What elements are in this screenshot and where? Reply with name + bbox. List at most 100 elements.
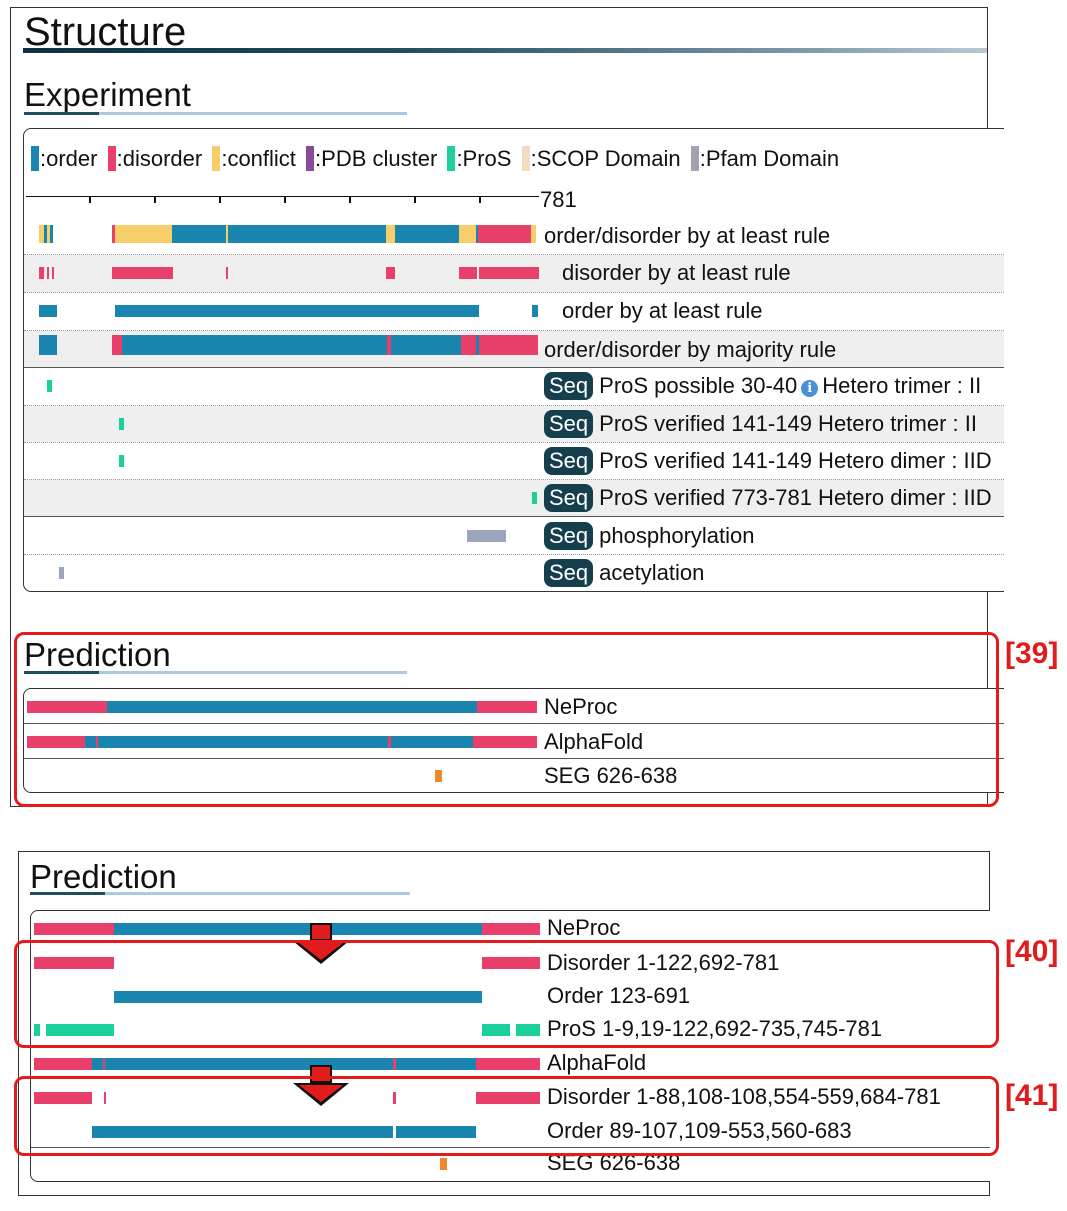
order-segment (391, 335, 461, 355)
seq-button[interactable]: Seq (544, 447, 594, 475)
track-row: ProS 1-9,19-122,692-735,745-781 (31, 1012, 990, 1045)
track-label: Seq ProS verified 773-781 Hetero dimer : … (544, 484, 992, 512)
legend-pros: :ProS (447, 146, 515, 171)
track-row: disorder by at least rule (24, 255, 1004, 292)
conflict-segment (459, 225, 476, 243)
disorder-segment (112, 267, 173, 279)
axis-tick (154, 196, 156, 203)
track-label: Disorder 1-88,108-108,554-559,684-781 (547, 1084, 941, 1109)
track-label: Disorder 1-122,692-781 (547, 950, 780, 975)
order-segment (122, 335, 387, 355)
prediction-heading: Prediction (30, 858, 177, 895)
disorder-segment (27, 736, 85, 748)
order-segment (395, 225, 459, 243)
pros-segment (482, 1024, 510, 1036)
legend-scop-domain: :SCOP Domain (521, 146, 685, 171)
heading-underline (99, 671, 407, 674)
disorder-segment (112, 225, 115, 243)
track-row: order by at least rule (24, 293, 1004, 330)
heading-underline (30, 892, 105, 895)
disorder-segment (393, 1058, 396, 1070)
legend-order: :order (31, 146, 101, 171)
heading-underline (105, 892, 410, 895)
disorder-segment (96, 736, 98, 748)
pros-segment (119, 455, 124, 467)
track-row: Order 123-691 (31, 979, 990, 1012)
disorder-segment (34, 1058, 92, 1070)
order-segment (39, 335, 57, 355)
axis-tick (89, 196, 91, 203)
pros-segment (47, 380, 52, 392)
sequence-axis (26, 196, 539, 197)
page-title: Structure (24, 10, 187, 54)
prediction-track-box: NeProc AlphaFold SEG 626-638 (23, 688, 1004, 793)
legend-conflict: :conflict (212, 146, 300, 171)
disorder-segment (47, 267, 49, 279)
disorder-segment (34, 1092, 92, 1104)
seq-button[interactable]: Seq (544, 410, 594, 438)
track-row: NeProc (31, 911, 990, 945)
track-row: Seq ProS verified 141-149 Hetero trimer :… (24, 406, 1004, 442)
disorder-segment (388, 736, 391, 748)
order-segment (114, 923, 482, 935)
track-row: Seq acetylation (24, 555, 1004, 591)
prediction-heading: Prediction (24, 636, 171, 673)
track-row: Order 89-107,109-553,560-683 (31, 1114, 990, 1147)
disorder-segment (34, 923, 114, 935)
disorder-segment (103, 1058, 105, 1070)
track-label: NeProc (547, 915, 621, 940)
order-segment (532, 305, 538, 317)
order-segment (85, 736, 99, 748)
highlight-box-39 (14, 632, 999, 807)
order-segment (476, 335, 479, 355)
disorder-segment (386, 267, 395, 279)
seq-button[interactable]: Seq (544, 559, 594, 587)
seq-button[interactable]: Seq (544, 372, 594, 400)
order-segment (107, 701, 477, 713)
axis-tick (349, 196, 351, 203)
track-label: ProS 1-9,19-122,692-735,745-781 (547, 1016, 883, 1041)
order-segment (391, 736, 473, 748)
track-row: Disorder 1-122,692-781 (31, 945, 990, 979)
reference-41: [41] (1005, 1079, 1059, 1112)
order-segment (476, 225, 478, 243)
order-segment (99, 736, 388, 748)
order-segment (172, 225, 386, 243)
pros-segment (119, 418, 124, 430)
track-label: AlphaFold (547, 1050, 647, 1075)
track-row: Seq ProS verified 141-149 Hetero dimer : … (24, 443, 1004, 479)
legend: :order :disorder :conflict :PDB cluster … (31, 146, 843, 172)
disorder-segment (34, 957, 114, 969)
track-row: order/disorder by at least rule (24, 217, 1004, 254)
legend-swatch (107, 146, 116, 171)
disorder-segment (482, 957, 540, 969)
seq-button[interactable]: Seq (544, 484, 594, 512)
order-segment (115, 305, 479, 317)
seq-button[interactable]: Seq (544, 522, 594, 550)
order-segment (92, 1126, 393, 1138)
track-row: Seq ProS possible 30-40 i Hetero trimer : I… (24, 368, 1004, 405)
track-label: Seq phosphorylation (544, 522, 755, 550)
legend-disorder: :disorder (107, 146, 207, 171)
track-row: AlphaFold (31, 1046, 990, 1080)
legend-pdb-cluster: :PDB cluster (306, 146, 441, 171)
disorder-segment (39, 267, 44, 279)
axis-tick (479, 196, 481, 203)
order-segment (92, 1058, 106, 1070)
track-label: NeProc (544, 694, 618, 719)
track-label: Seq ProS verified 141-149 Hetero trimer :… (544, 410, 977, 438)
order-segment (44, 225, 47, 243)
conflict-segment (112, 225, 172, 243)
order-segment (396, 1126, 476, 1138)
heading-underline (24, 671, 99, 674)
conflict-segment (531, 225, 536, 243)
axis-tick (219, 196, 221, 203)
legend-swatch (521, 146, 530, 171)
axis-tick (414, 196, 416, 203)
conflict-segment (226, 225, 228, 243)
track-row: Disorder 1-88,108-108,554-559,684-781 (31, 1080, 990, 1114)
disorder-segment (52, 267, 54, 279)
info-icon[interactable]: i (801, 380, 819, 397)
disorder-segment (112, 335, 122, 355)
legend-swatch (447, 146, 456, 171)
